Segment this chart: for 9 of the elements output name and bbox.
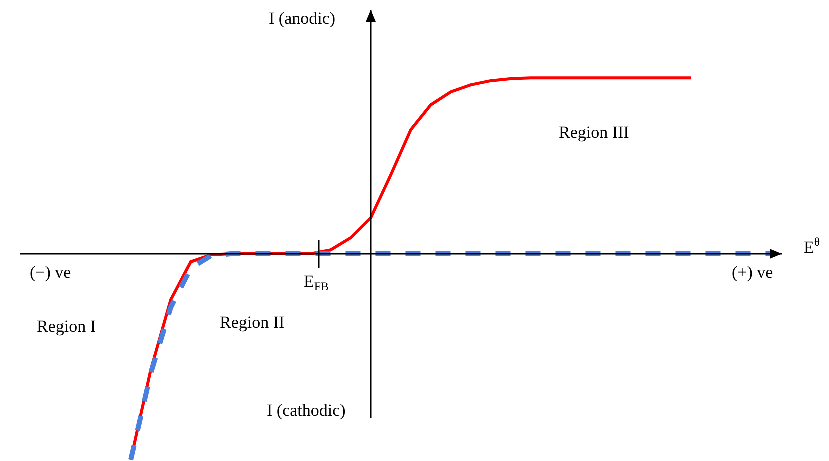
annotation: I (cathodic) [267, 401, 346, 420]
annotation: Region III [559, 123, 630, 142]
text: I (anodic) [269, 9, 336, 28]
annotation: E$_{FB}$ [304, 272, 330, 294]
text: Region I [37, 317, 96, 336]
text: E$^{θ}$ [804, 235, 820, 258]
annotation: (+) ve [732, 263, 774, 282]
text: (−) ve [30, 263, 72, 282]
annotation: Region II [220, 313, 286, 332]
